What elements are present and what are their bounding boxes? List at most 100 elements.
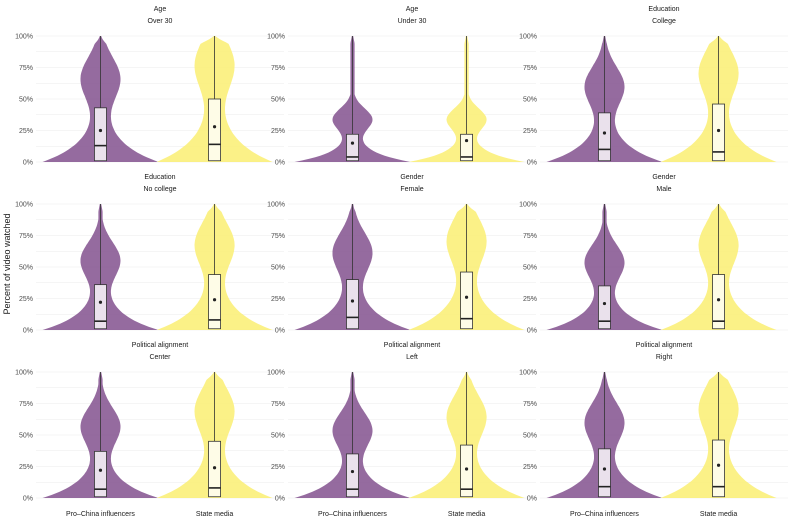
y-tick-label: 25% [271, 128, 285, 135]
facet-group-label: Gender [652, 174, 676, 181]
y-tick-label: 0% [23, 328, 33, 335]
y-tick-label: 75% [19, 401, 33, 408]
facet-group-label: Age [154, 6, 167, 13]
mean-point [602, 467, 607, 471]
y-tick-label: 50% [523, 97, 537, 104]
y-tick-label: 100% [519, 370, 537, 377]
y-tick-label: 0% [275, 160, 285, 167]
y-tick-label: 75% [19, 65, 33, 72]
mean-point [350, 469, 355, 474]
mean-point [98, 300, 103, 304]
y-tick-label: 25% [271, 464, 285, 471]
y-tick-label: 100% [519, 202, 537, 209]
facet-group-label: Gender [400, 174, 424, 181]
y-tick-label: 25% [19, 128, 33, 135]
y-tick-label: 25% [523, 464, 537, 471]
y-tick-label: 100% [519, 34, 537, 41]
mean-point [212, 298, 217, 302]
facet-level-label: Female [400, 186, 423, 193]
facet-group-label: Political alignment [384, 342, 440, 349]
mean-point [464, 295, 469, 299]
y-tick-label: 50% [271, 97, 285, 104]
facet-level-label: Right [656, 354, 672, 361]
y-tick-label: 75% [523, 401, 537, 408]
mean-point [464, 138, 469, 143]
box [460, 133, 473, 162]
mean-point [212, 466, 217, 470]
y-tick-label: 50% [523, 433, 537, 440]
facet-group-label: Age [406, 6, 419, 13]
mean-point [98, 468, 103, 472]
box [460, 271, 473, 330]
x-tick-label: Pro–China influencers [570, 511, 639, 518]
y-tick-label: 50% [523, 265, 537, 272]
facet-level-label: Under 30 [398, 18, 427, 25]
y-tick-label: 0% [275, 496, 285, 503]
y-tick-label: 75% [271, 233, 285, 240]
mean-point [602, 131, 607, 135]
box [712, 274, 725, 330]
y-tick-label: 50% [271, 265, 285, 272]
y-tick-label: 100% [267, 34, 285, 41]
mean-point [464, 467, 469, 471]
facet-level-label: College [652, 18, 676, 25]
box [346, 453, 359, 498]
y-tick-label: 75% [523, 233, 537, 240]
x-tick-label: State media [196, 511, 233, 518]
facet-group-label: Political alignment [636, 342, 692, 349]
mean-point [350, 299, 355, 303]
box [208, 98, 221, 162]
box [598, 112, 611, 162]
y-tick-label: 75% [523, 65, 537, 72]
y-tick-label: 0% [275, 328, 285, 335]
box [94, 107, 107, 162]
y-tick-label: 50% [19, 433, 33, 440]
box [712, 103, 725, 162]
box [460, 444, 473, 498]
y-tick-label: 100% [15, 34, 33, 41]
box [208, 274, 221, 330]
box [94, 284, 107, 330]
y-tick-label: 0% [23, 496, 33, 503]
facet-level-label: Over 30 [148, 18, 173, 25]
facet-level-label: Left [406, 354, 418, 361]
box [712, 439, 725, 498]
mean-point [602, 301, 607, 306]
box [94, 450, 107, 498]
x-tick-label: State media [448, 511, 485, 518]
y-tick-label: 75% [19, 233, 33, 240]
y-tick-label: 100% [15, 202, 33, 209]
x-tick-label: Pro–China influencers [66, 511, 135, 518]
y-tick-label: 50% [271, 433, 285, 440]
y-tick-label: 25% [523, 296, 537, 303]
y-tick-label: 0% [527, 496, 537, 503]
y-axis-label: Percent of video watched [2, 213, 12, 314]
y-tick-label: 25% [19, 464, 33, 471]
y-tick-label: 0% [527, 160, 537, 167]
facet-group-label: Education [144, 174, 175, 181]
y-tick-label: 100% [267, 370, 285, 377]
facet-level-label: Center [149, 354, 171, 361]
y-tick-label: 0% [527, 328, 537, 335]
y-tick-label: 75% [271, 401, 285, 408]
y-tick-label: 25% [271, 296, 285, 303]
y-tick-label: 25% [19, 296, 33, 303]
mean-point [98, 128, 103, 133]
facet-level-label: No college [143, 186, 176, 193]
mean-point [716, 128, 721, 133]
mean-point [350, 141, 355, 145]
y-tick-label: 50% [19, 265, 33, 272]
y-tick-label: 100% [15, 370, 33, 377]
box [346, 133, 359, 162]
facet-group-label: Education [648, 6, 679, 13]
box [598, 285, 611, 330]
x-tick-label: Pro–China influencers [318, 511, 387, 518]
y-tick-label: 50% [19, 97, 33, 104]
facet-level-label: Male [656, 186, 671, 193]
mean-point [716, 298, 721, 302]
y-tick-label: 0% [23, 160, 33, 167]
y-tick-label: 25% [523, 128, 537, 135]
facet-group-label: Political alignment [132, 342, 188, 349]
y-tick-label: 75% [271, 65, 285, 72]
